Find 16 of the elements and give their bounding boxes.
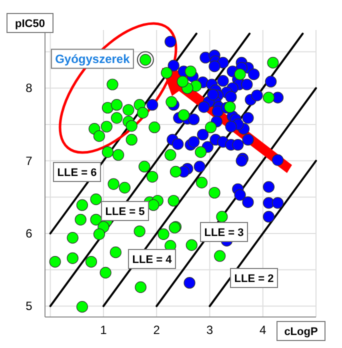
- x-axis-title: cLogP: [284, 326, 318, 338]
- annotation: LLE = 3: [204, 227, 244, 239]
- y-tick-label: 6: [26, 226, 33, 240]
- y-tick-label: 8: [26, 81, 33, 96]
- x-tick-label: 3: [206, 323, 214, 337]
- x-tick-label: 2: [153, 323, 160, 337]
- y-axis-title: pIC50: [15, 18, 45, 30]
- y-tick-label: 7: [26, 154, 33, 168]
- annotation: LLE = 5: [105, 206, 145, 218]
- annotation: LLE = 6: [57, 167, 97, 179]
- annotation: LLE = 4: [132, 254, 173, 266]
- annotation: LLE = 2: [234, 273, 274, 285]
- y-tick-label: 5: [26, 299, 33, 314]
- x-tick-label: 1: [100, 323, 108, 337]
- x-tick-label: 4: [260, 323, 267, 337]
- annotation: Gyógyszerek: [55, 52, 130, 66]
